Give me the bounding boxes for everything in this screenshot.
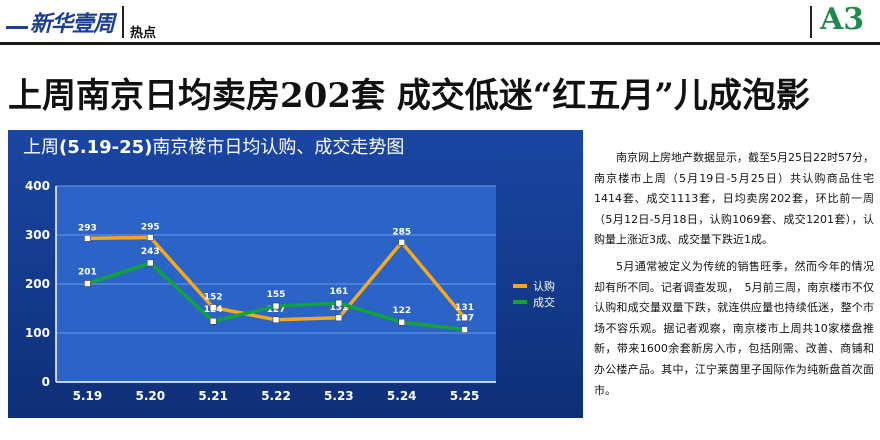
- page-divider: [810, 6, 812, 38]
- data-label: 243: [141, 247, 160, 257]
- data-label: 107: [455, 314, 474, 324]
- section-label: 热点: [130, 26, 157, 41]
- data-label: 161: [329, 287, 348, 297]
- data-label: 131: [455, 303, 474, 313]
- article-paragraph-2: 5月通常被定义为传统的销售旺季，然而今年的情况却有所不同。记者调查发现， 5月前…: [594, 259, 874, 397]
- y-tick-label: 300: [25, 228, 50, 242]
- data-point: [147, 259, 154, 267]
- x-tick-label: 5.19: [73, 389, 103, 403]
- data-point: [335, 314, 343, 322]
- x-tick-label: 5.22: [261, 389, 291, 403]
- data-label: 124: [204, 305, 223, 315]
- x-tick-label: 5.24: [387, 389, 417, 403]
- data-point: [209, 317, 217, 325]
- data-point: [209, 304, 217, 311]
- legend-label-1: 认购: [533, 279, 555, 293]
- masthead-rule: [0, 42, 880, 45]
- masthead-divider: [122, 6, 124, 38]
- chart-title-part-3: 南京楼市日均认购、成交走势图: [152, 137, 405, 158]
- x-tick-label: 5.21: [198, 389, 228, 403]
- article-paragraph-1: 南京网上房地产数据显示，截至5月25日22时57分，南京楼市上周（5月19日-5…: [594, 151, 874, 247]
- chart-title-part-1: 上周: [23, 137, 59, 158]
- data-point: [335, 299, 343, 307]
- brand-dash: [6, 25, 28, 29]
- brand-logo: 新华壹周: [6, 5, 115, 39]
- data-label: 152: [204, 293, 223, 303]
- data-point: [272, 316, 280, 324]
- data-point: [398, 239, 405, 246]
- chart-panel: 上周(5.19-25)南京楼市日均认购、成交走势图 0 100 200 300 400 5…: [8, 130, 583, 418]
- brand-name: 新华壹周: [30, 12, 115, 37]
- data-point: [84, 235, 91, 242]
- data-label: 122: [392, 306, 411, 316]
- data-label: 295: [141, 222, 160, 232]
- data-point: [398, 318, 405, 326]
- data-point: [272, 302, 280, 310]
- y-tick-label: 0: [42, 375, 50, 389]
- line-chart: 0 100 200 300 400 5.19 5.20 5.21 5.22 5.23 5.24 5.2…: [25, 179, 555, 403]
- legend-label-2: 成交: [533, 295, 555, 309]
- data-label: 293: [78, 223, 97, 233]
- y-tick-label: 100: [25, 326, 50, 340]
- data-label: 201: [78, 268, 97, 278]
- data-label: 285: [392, 227, 411, 237]
- article-body: 南京网上房地产数据显示，截至5月25日22时57分，南京楼市上周（5月19日-5…: [594, 148, 874, 407]
- y-tick-label: 400: [25, 179, 50, 193]
- chart-title-part-2: (5.19-25): [59, 137, 153, 158]
- x-tick-label: 5.25: [450, 389, 480, 403]
- headline: 上周南京日均卖房202套 成交低迷“红五月”儿成泡影: [8, 76, 810, 116]
- y-tick-label: 200: [25, 277, 50, 291]
- data-point: [147, 234, 154, 241]
- data-point: [461, 314, 468, 322]
- data-label: 127: [267, 305, 286, 315]
- data-point: [84, 280, 91, 287]
- chart-title: 上周(5.19-25)南京楼市日均认购、成交走势图: [23, 133, 404, 159]
- data-point: [461, 326, 468, 333]
- x-tick-label: 5.23: [324, 389, 354, 403]
- page-number: A3: [820, 2, 865, 37]
- masthead: 新华壹周 热点 A3: [0, 0, 880, 45]
- data-label: 131: [329, 303, 348, 313]
- data-label: 155: [267, 290, 286, 300]
- x-tick-label: 5.20: [135, 389, 165, 403]
